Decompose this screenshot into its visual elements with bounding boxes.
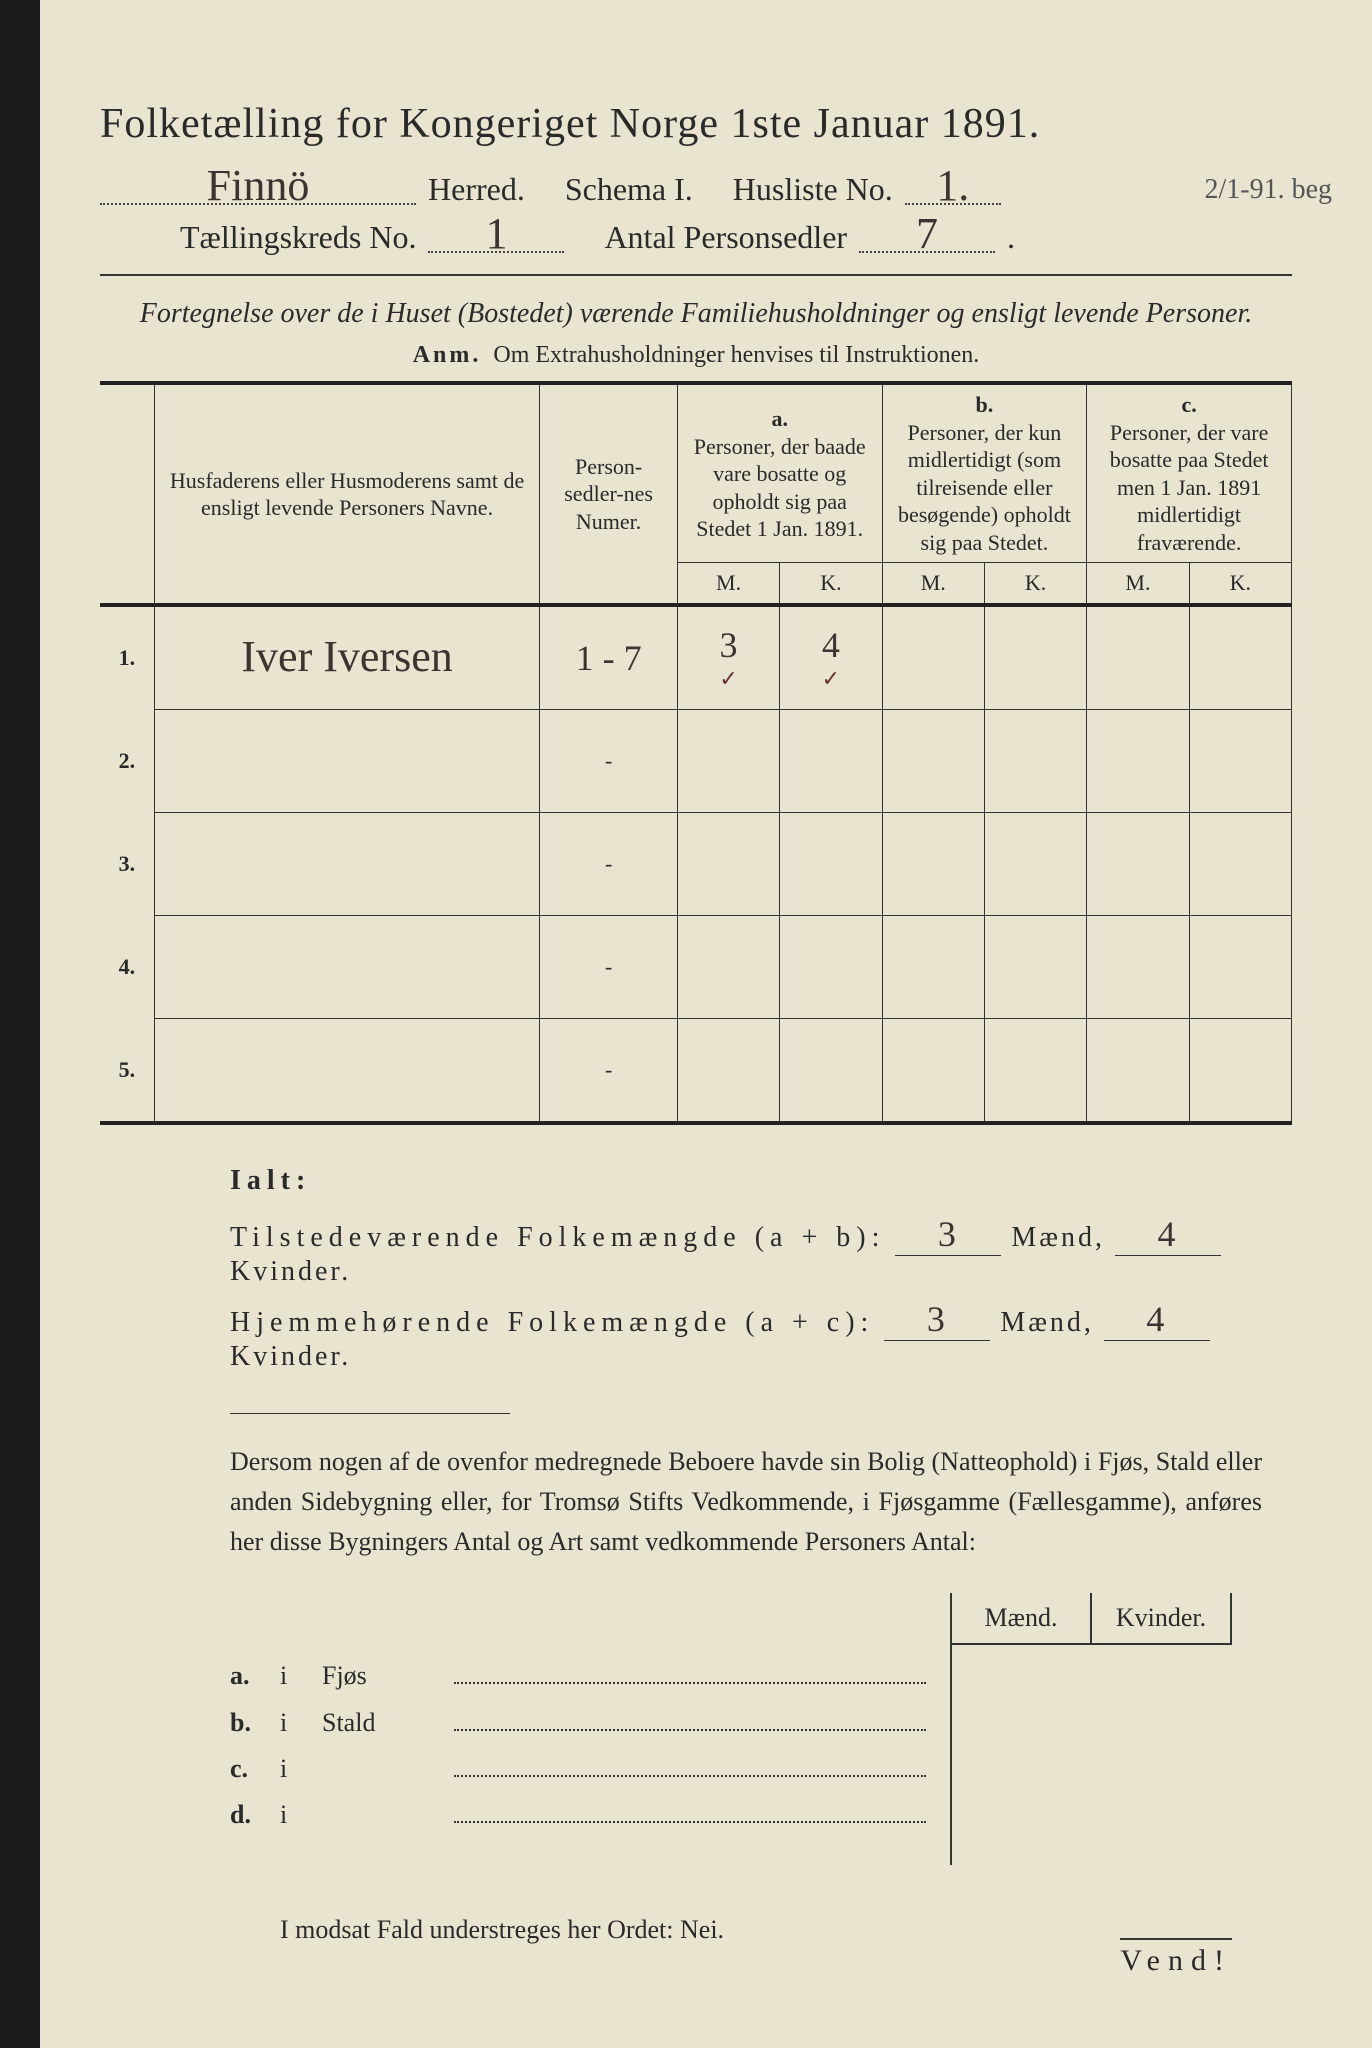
mk-k-head: Kvinder.: [1092, 1593, 1232, 1645]
mk-m-cell: [952, 1645, 1092, 1865]
ialt-r2-m: 3: [884, 1298, 990, 1341]
mk-k-cell: [1092, 1645, 1232, 1865]
col-b-m: M.: [882, 563, 984, 605]
col-b-k: K.: [984, 563, 1086, 605]
table-row: 5. -: [100, 1018, 1292, 1123]
anm-text: Om Extrahusholdninger henvises til Instr…: [493, 342, 979, 368]
col-a-text: Personer, der baade vare bosatte og opho…: [694, 434, 866, 542]
antal-value: 7: [859, 216, 995, 253]
list-item: c. i: [230, 1752, 926, 1784]
col-a-k: K.: [780, 563, 882, 605]
outbuilding-section: a. i Fjøs b. i Stald c. i d. i: [230, 1593, 1232, 1865]
table-body: 1. Iver Iversen 1 - 7 3✓ 4✓ 2. - 3. - 4.: [100, 605, 1292, 1123]
col-c-m: M.: [1087, 563, 1189, 605]
page-title: Folketælling for Kongeriget Norge 1ste J…: [100, 100, 1292, 148]
header-line-1: Finnö Herred. Schema I. Husliste No. 1.: [100, 168, 1292, 208]
col-a-head: a.: [771, 406, 788, 431]
rule-1: [100, 274, 1292, 276]
mk-m-head: Mænd.: [952, 1593, 1092, 1645]
husliste-value: 1.: [905, 168, 1001, 205]
husliste-label: Husliste No.: [733, 171, 893, 208]
col-c-text: Personer, der vare bosatte paa Stedet me…: [1110, 420, 1269, 555]
ialt-row-2: Hjemmehørende Folkemængde (a + c): 3 Mæn…: [230, 1298, 1292, 1373]
mk-box: Mænd. Kvinder.: [950, 1593, 1232, 1865]
col-c-head: c.: [1181, 392, 1196, 417]
check-icon: ✓: [719, 666, 737, 691]
row1-sedler: 1 - 7: [576, 638, 642, 678]
census-table: Husfaderens eller Husmoderens samt de en…: [100, 381, 1292, 1125]
ialt-r2-k: 4: [1104, 1298, 1210, 1341]
table-row: 3. -: [100, 812, 1292, 915]
row1-name: Iver Iversen: [241, 632, 452, 681]
ialt-section: Ialt: Tilstedeværende Folkemængde (a + b…: [230, 1165, 1292, 1373]
col-c-k: K.: [1189, 563, 1291, 605]
col-a-m: M.: [677, 563, 779, 605]
anm-line: Anm. Om Extrahusholdninger henvises til …: [100, 342, 1292, 369]
herred-label: Herred.: [428, 171, 525, 208]
dersom-paragraph: Dersom nogen af de ovenfor medregnede Be…: [230, 1442, 1262, 1563]
table-row: 4. -: [100, 915, 1292, 1018]
ialt-label: Ialt:: [230, 1165, 1292, 1197]
dotted-line: [454, 1705, 926, 1730]
col-b-head: b.: [976, 392, 994, 417]
dotted-line: [454, 1752, 926, 1777]
list-item: b. i Stald: [230, 1705, 926, 1737]
subtitle: Fortegnelse over de i Huset (Bostedet) v…: [100, 296, 1292, 332]
col-names: Husfaderens eller Husmoderens samt de en…: [154, 383, 540, 605]
antal-label: Antal Personsedler: [604, 219, 847, 256]
schema-label: Schema I.: [565, 171, 693, 208]
binding-edge: [0, 0, 40, 2048]
kreds-label: Tællingskreds No.: [180, 219, 416, 256]
list-item: d. i: [230, 1798, 926, 1830]
anm-label: Anm.: [413, 342, 482, 368]
census-form-page: Folketælling for Kongeriget Norge 1ste J…: [0, 0, 1372, 2048]
ialt-r1-k: 4: [1115, 1213, 1221, 1256]
col-nums: Person-sedler-nes Numer.: [540, 383, 678, 605]
dotted-line: [454, 1659, 926, 1684]
kreds-value: 1: [428, 216, 564, 253]
list-item: a. i Fjøs: [230, 1659, 926, 1691]
table-row: 1. Iver Iversen 1 - 7 3✓ 4✓: [100, 605, 1292, 710]
col-b-text: Personer, der kun midlertidigt (som tilr…: [898, 420, 1071, 555]
abcd-list: a. i Fjøs b. i Stald c. i d. i: [230, 1593, 926, 1865]
vend-label: Vend!: [1120, 1938, 1232, 1978]
margin-annotation: 2/1-91. beg: [1204, 175, 1332, 206]
herred-value: Finnö: [100, 168, 416, 205]
row1-am: 3: [720, 625, 738, 665]
check-icon: ✓: [822, 666, 840, 691]
header-line-2: Tællingskreds No. 1 Antal Personsedler 7…: [180, 216, 1292, 256]
row1-ak: 4: [822, 625, 840, 665]
rule-2: [230, 1413, 510, 1414]
ialt-row-1: Tilstedeværende Folkemængde (a + b): 3 M…: [230, 1213, 1292, 1288]
table-row: 2. -: [100, 709, 1292, 812]
ialt-r1-m: 3: [895, 1213, 1001, 1256]
dotted-line: [454, 1798, 926, 1823]
